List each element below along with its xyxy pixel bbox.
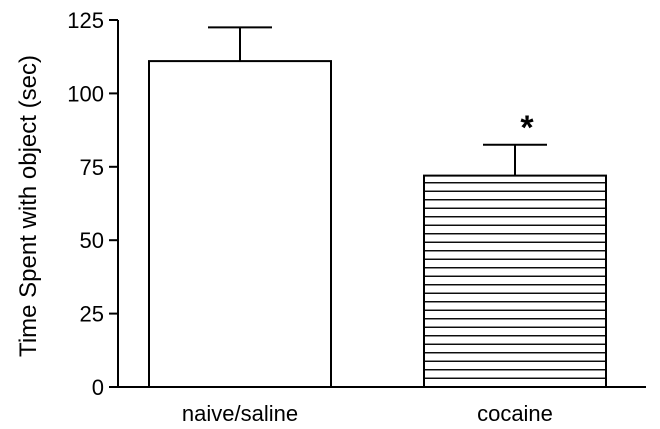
- y-tick-label: 50: [80, 228, 104, 253]
- y-tick-label: 75: [80, 155, 104, 180]
- y-axis: 0 25 50 75 100 125: [67, 8, 119, 400]
- bar-cocaine: [423, 174, 607, 388]
- x-axis: naive/saline cocaine: [117, 386, 646, 426]
- y-axis-title: Time Spent with object (sec): [15, 55, 42, 357]
- y-tick-label: 25: [80, 302, 104, 327]
- bar-naive-saline: [148, 60, 332, 388]
- significance-marker: *: [520, 109, 534, 147]
- bars-layer: *: [148, 26, 607, 388]
- y-tick-label: 125: [67, 8, 104, 33]
- y-tick-label: 0: [92, 375, 104, 400]
- y-tick-label: 100: [67, 81, 104, 106]
- x-tick-label: cocaine: [477, 401, 553, 426]
- x-tick-label: naive/saline: [182, 401, 298, 426]
